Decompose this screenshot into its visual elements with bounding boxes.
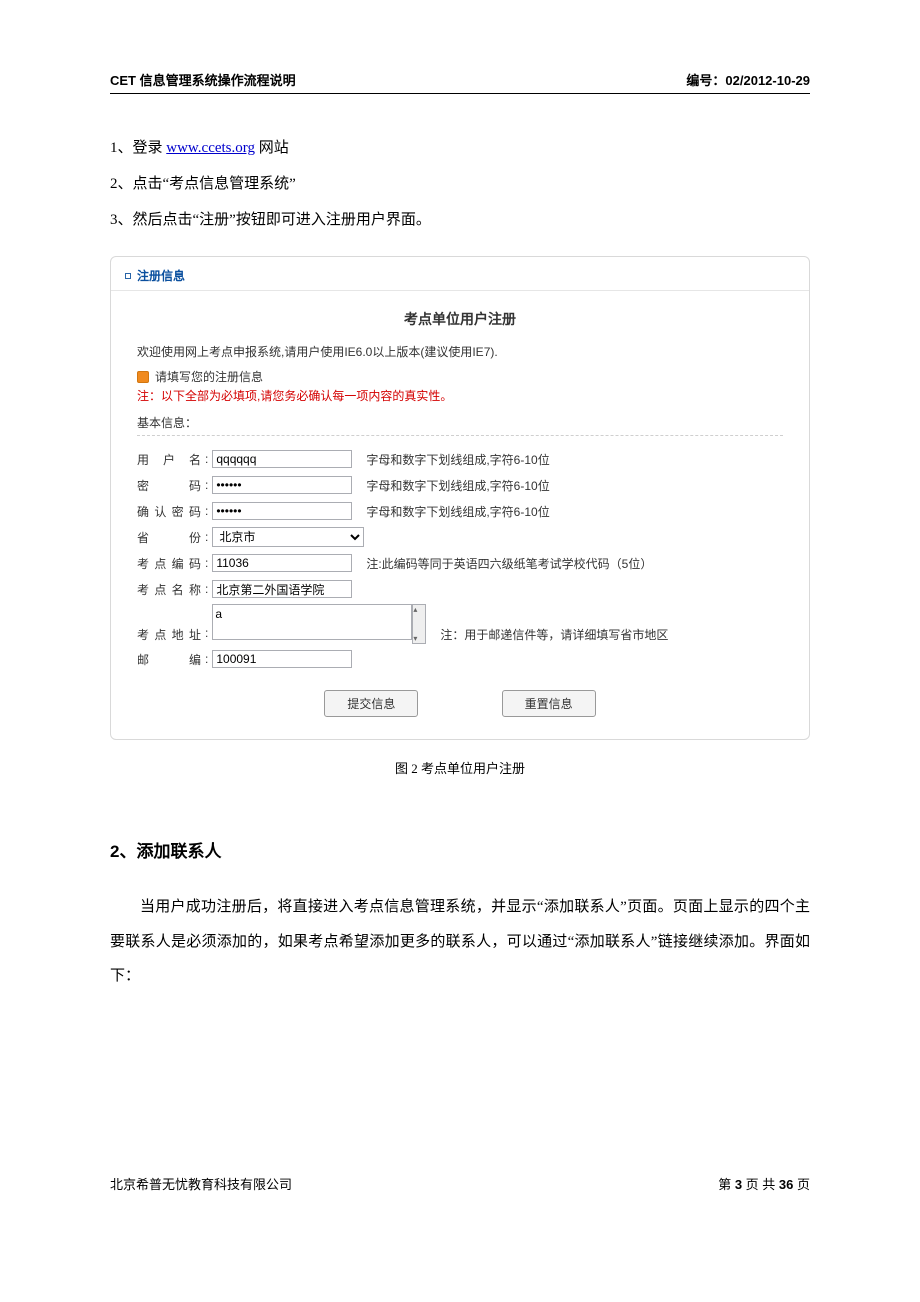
label-address: 考点地址 (137, 626, 201, 643)
label-name: 考点名称 (137, 581, 201, 598)
panel-head-text: 注册信息 (137, 267, 185, 284)
figure-caption: 图 2 考点单位用户注册 (110, 758, 810, 777)
register-title: 考点单位用户注册 (137, 309, 783, 329)
step-1: 1、登录 www.ccets.org 网站 (110, 130, 810, 166)
row-province: 省 份: 北京市 (137, 526, 783, 548)
label-confirm: 确认密码 (137, 503, 201, 520)
input-username[interactable] (212, 450, 352, 468)
step-2: 2、点击“考点信息管理系统” (110, 166, 810, 202)
textarea-address[interactable]: a (212, 604, 412, 640)
section-2-heading: 2、添加联系人 (110, 837, 810, 862)
panel-header: 注册信息 (111, 257, 809, 290)
register-panel: 注册信息 考点单位用户注册 欢迎使用网上考点申报系统,请用户使用IE6.0以上版… (110, 256, 810, 740)
dashed-separator (137, 435, 783, 436)
header-left: CET 信息管理系统操作流程说明 (110, 70, 296, 89)
reset-button[interactable]: 重置信息 (502, 690, 596, 717)
panel-bullet-icon (125, 273, 131, 279)
row-code: 考点编码: 注:此编码等同于英语四六级纸笔考试学校代码（5位） (137, 552, 783, 574)
row-address: 考点地址: a ▴▾ 注：用于邮递信件等，请详细填写省市地区 (137, 604, 783, 644)
step-3: 3、然后点击“注册”按钮即可进入注册用户界面。 (110, 202, 810, 238)
row-name: 考点名称: (137, 578, 783, 600)
input-confirm[interactable] (212, 502, 352, 520)
header-right: 编号：02/2012-10-29 (686, 70, 810, 89)
hint-confirm: 字母和数字下划线组成,字符6-10位 (366, 503, 549, 520)
footer-pager: 第 3 页 共 36 页 (718, 1174, 810, 1193)
page-footer: 北京希普无忧教育科技有限公司 第 3 页 共 36 页 (110, 1174, 810, 1193)
input-password[interactable] (212, 476, 352, 494)
row-confirm: 确认密码: 字母和数字下划线组成,字符6-10位 (137, 500, 783, 522)
input-name[interactable] (212, 580, 352, 598)
step1-prefix: 1、登录 (110, 140, 166, 156)
page-header: CET 信息管理系统操作流程说明 编号：02/2012-10-29 (110, 70, 810, 94)
hint-code: 注:此编码等同于英语四六级纸笔考试学校代码（5位） (366, 555, 652, 572)
welcome-text: 欢迎使用网上考点申报系统,请用户使用IE6.0以上版本(建议使用IE7). (137, 343, 783, 360)
label-province: 省 份 (137, 529, 201, 546)
step1-suffix: 网站 (255, 140, 289, 156)
fill-label: 请填写您的注册信息 (155, 368, 263, 385)
pencil-icon (137, 371, 149, 383)
footer-company: 北京希普无忧教育科技有限公司 (110, 1174, 292, 1193)
hint-address: 注：用于邮递信件等，请详细填写省市地区 (440, 626, 668, 643)
required-note: 注：以下全部为必填项,请您务必确认每一项内容的真实性。 (137, 387, 783, 404)
row-username: 用 户 名: 字母和数字下划线组成,字符6-10位 (137, 448, 783, 470)
select-province[interactable]: 北京市 (212, 527, 364, 547)
label-code: 考点编码 (137, 555, 201, 572)
row-zip: 邮 编: (137, 648, 783, 670)
label-password: 密 码 (137, 477, 201, 494)
submit-button[interactable]: 提交信息 (324, 690, 418, 717)
input-code[interactable] (212, 554, 352, 572)
section-2-para: 当用户成功注册后，将直接进入考点信息管理系统，并显示“添加联系人”页面。页面上显… (110, 890, 810, 994)
hint-username: 字母和数字下划线组成,字符6-10位 (366, 451, 549, 468)
label-zip: 邮 编 (137, 651, 201, 668)
button-row: 提交信息 重置信息 (137, 690, 783, 717)
hint-password: 字母和数字下划线组成,字符6-10位 (366, 477, 549, 494)
label-username: 用 户 名 (137, 451, 201, 468)
steps-block: 1、登录 www.ccets.org 网站 2、点击“考点信息管理系统” 3、然… (110, 130, 810, 238)
input-zip[interactable] (212, 650, 352, 668)
textarea-scroll-icon: ▴▾ (412, 604, 426, 644)
basic-info-label: 基本信息： (137, 414, 783, 431)
row-password: 密 码: 字母和数字下划线组成,字符6-10位 (137, 474, 783, 496)
ccets-link[interactable]: www.ccets.org (166, 140, 255, 156)
fill-info-line: 请填写您的注册信息 (137, 368, 783, 385)
panel-body: 考点单位用户注册 欢迎使用网上考点申报系统,请用户使用IE6.0以上版本(建议使… (111, 290, 809, 739)
